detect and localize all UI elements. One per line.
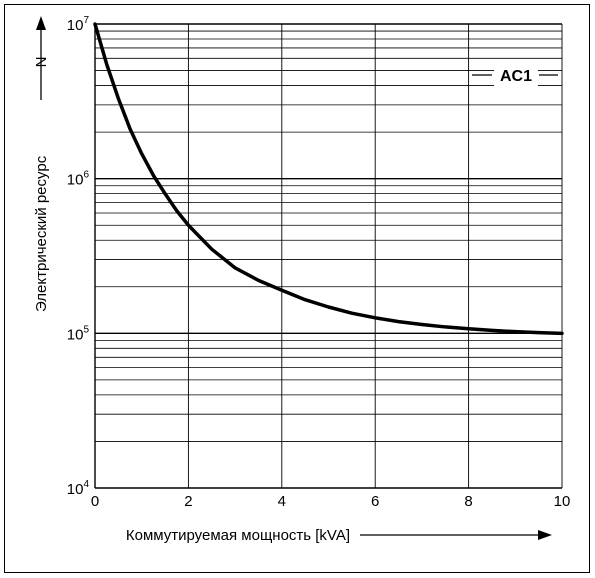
y-axis-label: Электрический ресурс	[33, 155, 50, 312]
y-tick-label: 104	[67, 479, 90, 498]
annotation-background	[494, 64, 538, 86]
x-axis-arrowhead	[538, 530, 552, 540]
y-tick-label: 105	[67, 324, 90, 343]
chart-frame	[4, 4, 590, 573]
grid	[94, 23, 563, 489]
x-axis-label: Коммутируемая мощность [kVA]	[126, 527, 350, 544]
x-tick-label: 8	[464, 493, 472, 510]
series-line	[93, 22, 564, 336]
y-axis-arrowhead	[36, 16, 46, 30]
x-tick-label: 0	[91, 493, 99, 510]
x-tick-label: 6	[371, 493, 379, 510]
x-tick-label: 4	[278, 493, 286, 510]
series-layer	[93, 22, 564, 336]
x-tick-label: 10	[554, 493, 571, 510]
y-tick-label: 107	[67, 15, 90, 34]
tick-labels: 0 2 4 6 8 10 104 105 106 107	[67, 15, 571, 510]
y-tick-label: 106	[67, 170, 90, 189]
annotation-label: AC1	[500, 68, 532, 85]
x-tick-label: 2	[184, 493, 192, 510]
